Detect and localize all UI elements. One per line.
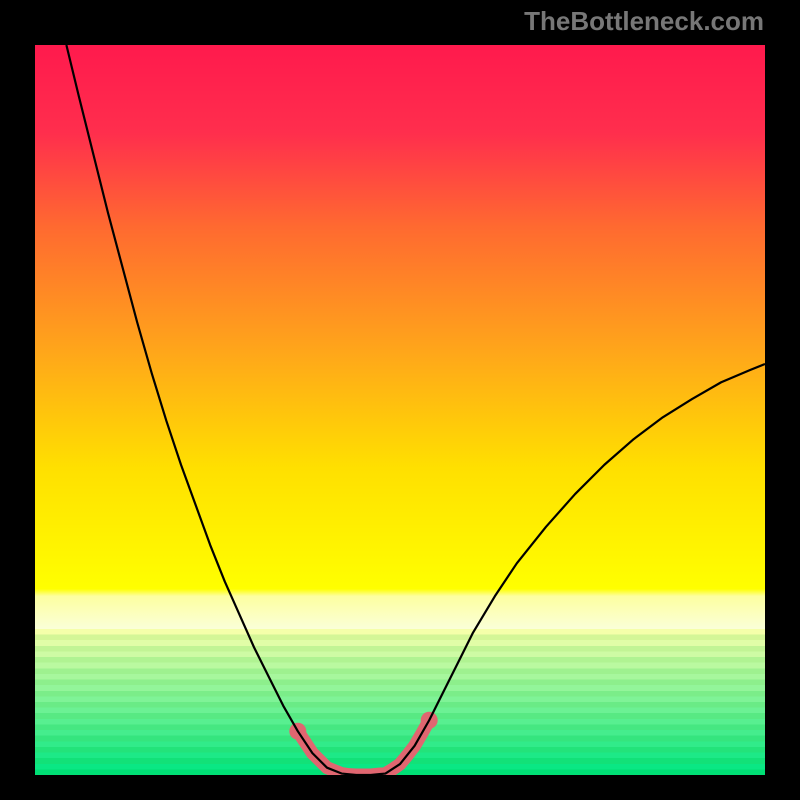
watermark-text: TheBottleneck.com: [524, 6, 764, 37]
chart-frame: TheBottleneck.com: [0, 0, 800, 800]
plot-area: [35, 45, 765, 775]
border-bottom: [0, 775, 800, 800]
border-left: [0, 0, 35, 800]
border-right: [765, 0, 800, 800]
